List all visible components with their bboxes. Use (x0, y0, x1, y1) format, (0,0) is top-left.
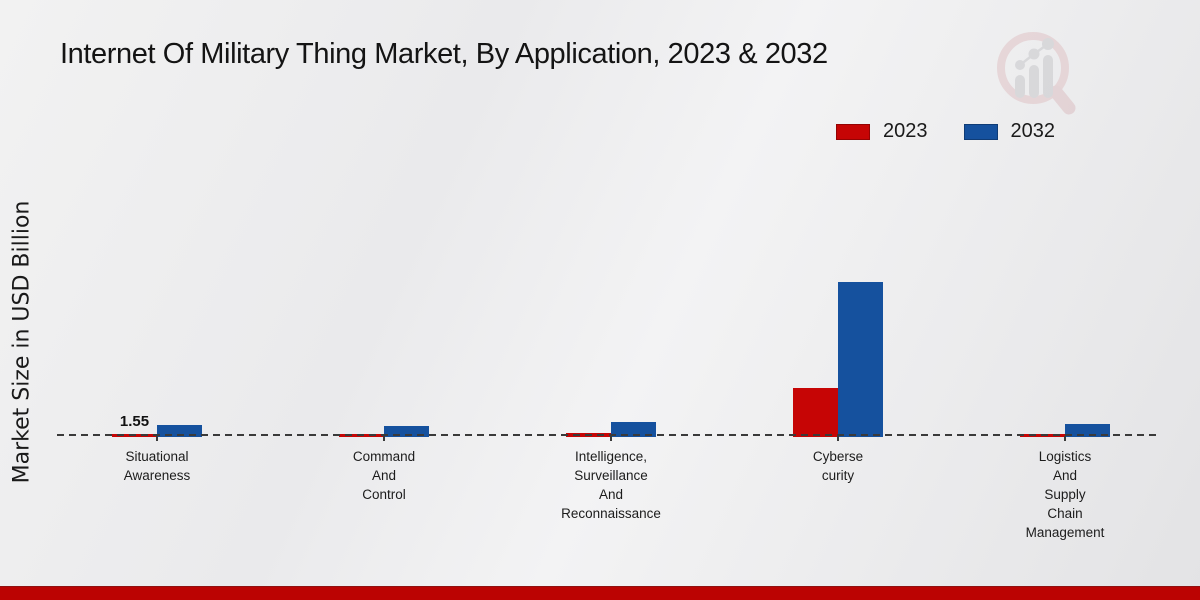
category-label-1: Command And Control (352, 449, 416, 502)
bottom-red-strip (0, 586, 1200, 600)
x-axis-tick (837, 436, 839, 441)
legend-swatch-2032 (963, 123, 998, 140)
x-axis-tick (1064, 436, 1066, 441)
category-label-3: Cyberse curity (812, 449, 864, 483)
y-axis-label: Market Size in USD Billion (9, 200, 35, 484)
chart-title: Internet Of Military Thing Market, By Ap… (60, 38, 828, 70)
bar-2032-4 (1065, 424, 1110, 437)
bar-chart-magnifier-logo-icon (993, 28, 1079, 125)
category-label-0: Situational Awareness (123, 449, 191, 483)
legend: 2023 2032 (836, 120, 1055, 143)
zero-baseline-dashed-line (57, 434, 1160, 436)
legend-swatch-2023 (836, 123, 870, 140)
category-label-2: Intelligence, Surveillance And Reconnais… (561, 449, 661, 521)
bar-2032-0 (157, 424, 202, 437)
x-axis-tick (610, 436, 612, 441)
category-label-4: Logistics And Supply Chain Management (1025, 449, 1105, 540)
legend-label-2023: 2023 (883, 120, 928, 142)
bar-value-label: 1.55 (119, 412, 150, 430)
bar-2032-1 (384, 425, 429, 437)
x-axis-tick (383, 436, 385, 441)
x-axis-tick (156, 436, 158, 441)
legend-item-2032: 2032 (963, 120, 1056, 143)
bar-2032-2 (611, 422, 656, 437)
legend-label-2032: 2032 (1010, 120, 1056, 142)
bar-2023-3 (793, 387, 838, 437)
legend-item-2023: 2023 (836, 120, 928, 143)
bar-2032-3 (838, 281, 883, 437)
